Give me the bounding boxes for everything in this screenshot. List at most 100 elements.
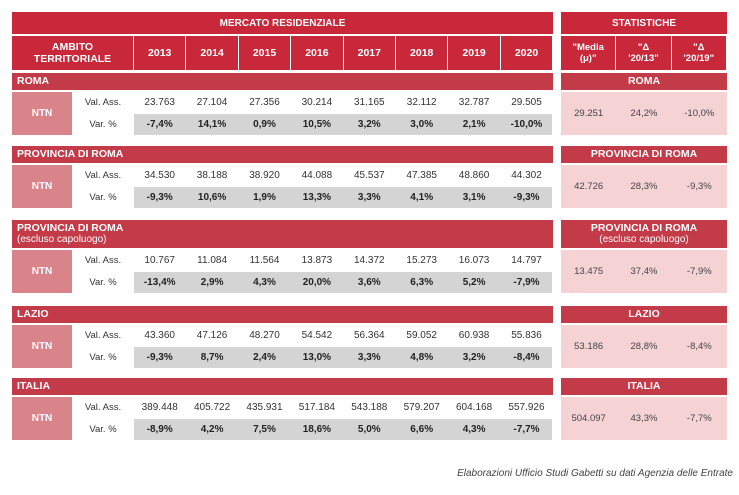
var-pct-2014: 14,1% (186, 114, 238, 135)
stat-value-0: 13.475 (574, 266, 604, 277)
statistiche-header: STATISTICHE (561, 12, 727, 34)
var-pct-2018: 6,6% (396, 419, 448, 440)
val-ass-2019: 604.168 (448, 397, 500, 418)
var-pct-2014: 8,7% (186, 347, 238, 368)
var-pct-2018: 6,3% (396, 272, 448, 293)
section-title: LAZIO (17, 308, 49, 321)
section-band-1: PROVINCIA DI ROMA (12, 146, 553, 163)
stat-value-2: -8,4% (686, 341, 712, 352)
val-ass-2019: 48.860 (448, 165, 500, 186)
var-pct-2013: -9,3% (134, 187, 186, 208)
var-pct-2013: -13,4% (134, 272, 186, 293)
stat-band-2: PROVINCIA DI ROMA (escluso capoluogo) (561, 220, 727, 248)
stat-band-0: ROMA (561, 73, 727, 90)
val-ass-2019: 16.073 (448, 250, 500, 271)
var-pct-strip (134, 272, 553, 293)
stat-section-title: LAZIO (628, 308, 660, 321)
val-ass-2018: 15.273 (396, 250, 448, 271)
val-ass-2013: 43.360 (134, 325, 186, 346)
year-header-2016: 2016 (291, 36, 343, 70)
ntn-label: NTN (12, 325, 72, 368)
var-pct-2018: 4,1% (396, 187, 448, 208)
var-pct-2016: 18,6% (291, 419, 343, 440)
val-ass-2014: 405.722 (186, 397, 238, 418)
val-ass-2015: 11.564 (238, 250, 291, 271)
val-ass-2017: 45.537 (343, 165, 395, 186)
var-pct-strip (134, 114, 553, 135)
ambito-header: AMBITO TERRITORIALE (12, 36, 133, 70)
val-ass-2016: 517.184 (291, 397, 343, 418)
var-pct-2015: 7,5% (238, 419, 291, 440)
val-ass-2014: 11.084 (186, 250, 238, 271)
val-ass-2017: 31.165 (343, 92, 395, 113)
val-ass-2016: 13.873 (291, 250, 343, 271)
val-ass-2018: 59.052 (396, 325, 448, 346)
val-ass-label: Val. Ass. (73, 165, 133, 186)
stat-value-0: 53.186 (574, 341, 604, 352)
val-ass-label: Val. Ass. (73, 397, 133, 418)
val-ass-2020: 44.302 (500, 165, 553, 186)
var-pct-2020: -9,3% (500, 187, 553, 208)
section-band-4: ITALIA (12, 378, 553, 395)
var-pct-strip (134, 419, 553, 440)
section-title: ITALIA (17, 380, 51, 393)
var-pct-2017: 3,3% (343, 187, 395, 208)
val-ass-2018: 32.112 (396, 92, 448, 113)
val-ass-2020: 14.797 (500, 250, 553, 271)
val-ass-2015: 27.356 (238, 92, 291, 113)
stat-values-bg (561, 397, 727, 440)
stat-value-1: 28,3% (630, 181, 658, 192)
var-pct-label: Var. % (73, 419, 133, 440)
stat-band-4: ITALIA (561, 378, 727, 395)
val-ass-2015: 48.270 (238, 325, 291, 346)
var-pct-2016: 13,3% (291, 187, 343, 208)
val-ass-label: Val. Ass. (73, 92, 133, 113)
ntn-label: NTN (12, 165, 72, 208)
stat-band-1: PROVINCIA DI ROMA (561, 146, 727, 163)
val-ass-2013: 389.448 (134, 397, 186, 418)
val-ass-label: Val. Ass. (73, 325, 133, 346)
year-header-2013: 2013 (134, 36, 186, 70)
var-pct-2014: 4,2% (186, 419, 238, 440)
val-ass-2015: 38.920 (238, 165, 291, 186)
var-pct-2016: 20,0% (291, 272, 343, 293)
val-ass-2017: 543.188 (343, 397, 395, 418)
var-pct-2015: 0,9% (238, 114, 291, 135)
stat-section-subtitle: (escluso capoluogo) (599, 234, 689, 246)
var-pct-label: Var. % (73, 187, 133, 208)
var-pct-2016: 10,5% (291, 114, 343, 135)
ntn-label: NTN (12, 397, 72, 440)
stat-value-0: 504.097 (571, 413, 606, 424)
val-ass-2016: 44.088 (291, 165, 343, 186)
val-ass-label: Val. Ass. (73, 250, 133, 271)
val-ass-2019: 60.938 (448, 325, 500, 346)
var-pct-2019: 3,2% (448, 347, 500, 368)
var-pct-2014: 10,6% (186, 187, 238, 208)
var-pct-2013: -8,9% (134, 419, 186, 440)
val-ass-2014: 38.188 (186, 165, 238, 186)
ntn-label: NTN (12, 92, 72, 135)
section-band-2: PROVINCIA DI ROMA (escluso capoluogo) (12, 220, 553, 248)
ntn-label: NTN (12, 250, 72, 293)
stat-header-0: "Media (μ)" (561, 36, 616, 70)
var-pct-2015: 1,9% (238, 187, 291, 208)
stat-value-1: 37,4% (630, 266, 658, 277)
stat-band-3: LAZIO (561, 306, 727, 323)
stat-section-title: PROVINCIA DI ROMA (590, 148, 698, 161)
var-pct-2019: 5,2% (448, 272, 500, 293)
var-pct-label: Var. % (73, 114, 133, 135)
var-pct-2013: -9,3% (134, 347, 186, 368)
stat-value-0: 29.251 (574, 108, 604, 119)
var-pct-strip (134, 187, 553, 208)
val-ass-2013: 23.763 (134, 92, 186, 113)
stat-section-title: PROVINCIA DI ROMA (590, 222, 698, 235)
stat-value-2: -7,7% (686, 413, 712, 424)
stat-values-bg (561, 165, 727, 208)
var-pct-2017: 3,2% (343, 114, 395, 135)
stat-section-title: ROMA (627, 75, 661, 88)
stat-values-bg (561, 325, 727, 368)
val-ass-2018: 47.385 (396, 165, 448, 186)
var-pct-2020: -8,4% (500, 347, 553, 368)
ambito-line1: AMBITO (51, 41, 94, 53)
stat-header-1: "Δ '20/13" (616, 36, 671, 70)
